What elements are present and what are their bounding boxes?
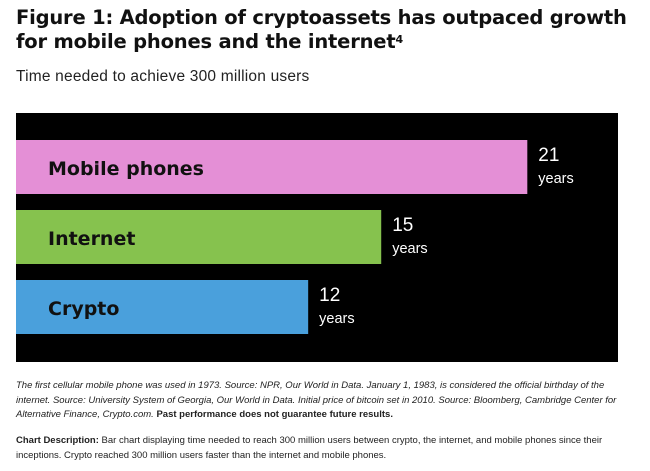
unit-label-mobile-phones: years: [538, 171, 573, 187]
title-footnote: 4: [395, 33, 403, 46]
bar-crypto: [16, 280, 309, 334]
description-label: Chart Description:: [16, 435, 99, 446]
chart-subtitle: Time needed to achieve 300 million users: [16, 68, 310, 85]
unit-label-internet: years: [392, 241, 427, 257]
bar-label-internet: Internet: [48, 228, 135, 250]
description-text: Bar chart displaying time needed to reac…: [16, 435, 603, 461]
chart-description: Chart Description: Bar chart displaying …: [16, 434, 636, 463]
bar-chart: Mobile phones 21 years Internet 15 years Crypt…: [16, 140, 574, 334]
source-note: The first cellular mobile phone was used…: [16, 379, 636, 423]
value-label-mobile-phones: 21: [538, 145, 559, 166]
chart-panel: Mobile phones 21 years Internet 15 years Crypt…: [16, 113, 618, 362]
value-label-internet: 15: [392, 215, 413, 236]
figure-title: Figure 1: Adoption of cryptoassets has o…: [16, 6, 636, 54]
bar-label-crypto: Crypto: [48, 298, 119, 320]
unit-label-crypto: years: [319, 311, 354, 327]
bar-label-mobile-phones: Mobile phones: [48, 158, 204, 180]
source-text: The first cellular mobile phone was used…: [16, 380, 617, 420]
figure-title-text: Figure 1: Adoption of cryptoassets has o…: [16, 6, 627, 53]
bar-internet: [16, 210, 382, 264]
performance-disclaimer: Past performance does not guarantee futu…: [156, 409, 393, 420]
value-label-crypto: 12: [319, 285, 340, 306]
bar-mobile-phones: [16, 140, 528, 194]
